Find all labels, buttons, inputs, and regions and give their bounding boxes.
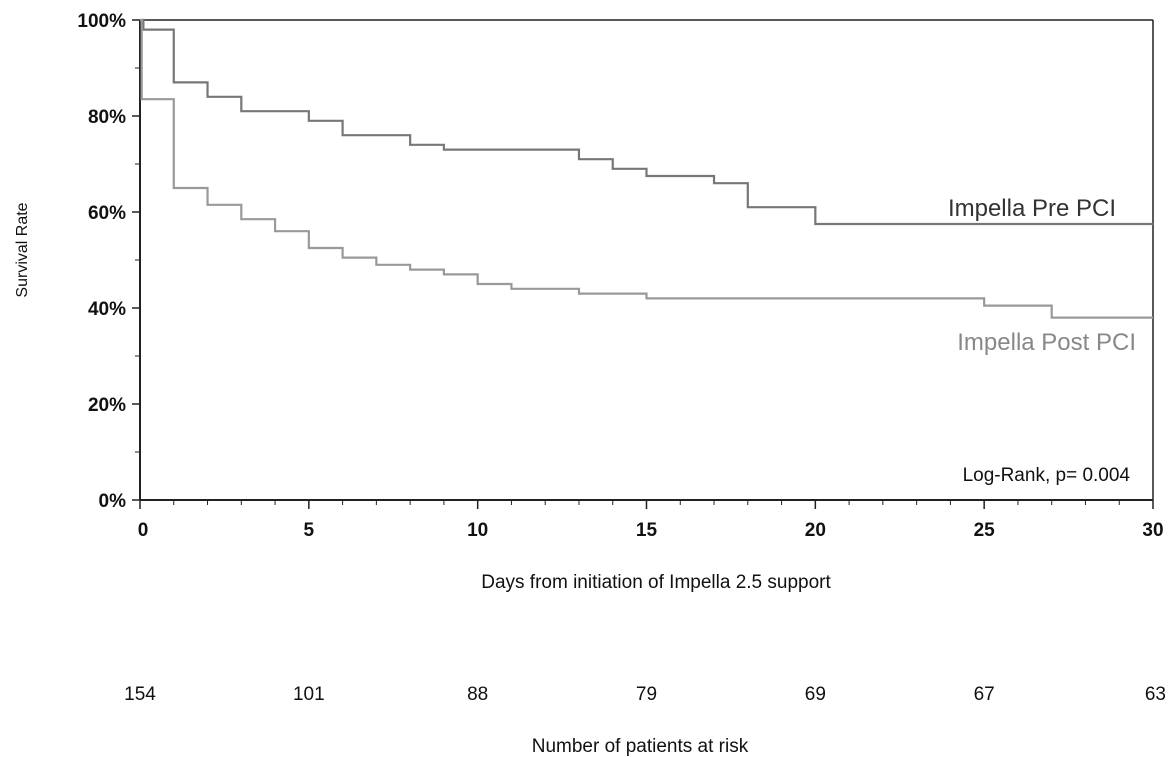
- series-label-post: Impella Post PCI: [957, 329, 1136, 356]
- series-line-pre-pci: [140, 18, 1153, 226]
- series-label-pre: Impella Pre PCI: [948, 195, 1116, 222]
- y-tick-label: 80%: [88, 107, 126, 128]
- risk-count: 154: [124, 684, 156, 705]
- series-group: [140, 18, 1153, 319]
- annotation-logrank: Log-Rank, p= 0.004: [963, 465, 1131, 486]
- x-tick-label: 30: [1142, 520, 1163, 541]
- x-tick-label: 0: [138, 520, 149, 541]
- x-axis-title: Days from initiation of Impella 2.5 supp…: [481, 572, 831, 593]
- y-tick-label: 40%: [88, 299, 126, 320]
- x-tick-label: 15: [636, 520, 658, 541]
- series-line-post-pci: [140, 18, 1153, 319]
- risk-count: 101: [293, 684, 325, 705]
- risk-count: 63: [1145, 684, 1166, 705]
- x-tick-label: 20: [805, 520, 826, 541]
- risk-table-label: Number of patients at risk: [532, 736, 749, 757]
- y-tick-label: 100%: [77, 11, 126, 32]
- y-tick-label: 60%: [88, 203, 126, 224]
- y-tick-label: 0%: [99, 491, 127, 512]
- risk-table: 154 101 88 79 69 67 63: [124, 684, 1166, 705]
- y-tick-label: 20%: [88, 395, 126, 416]
- risk-count: 67: [974, 684, 995, 705]
- y-axis-title: Survival Rate: [14, 202, 31, 297]
- risk-count: 69: [805, 684, 826, 705]
- axes: [139, 19, 1154, 501]
- risk-count: 79: [636, 684, 657, 705]
- risk-count: 88: [467, 684, 488, 705]
- x-tick-label: 25: [974, 520, 996, 541]
- x-tick-label: 10: [467, 520, 488, 541]
- ticks: 0 5 10 15 20 25 30 0% 20% 40% 60% 80% 100%: [77, 11, 1163, 541]
- x-tick-label: 5: [304, 520, 315, 541]
